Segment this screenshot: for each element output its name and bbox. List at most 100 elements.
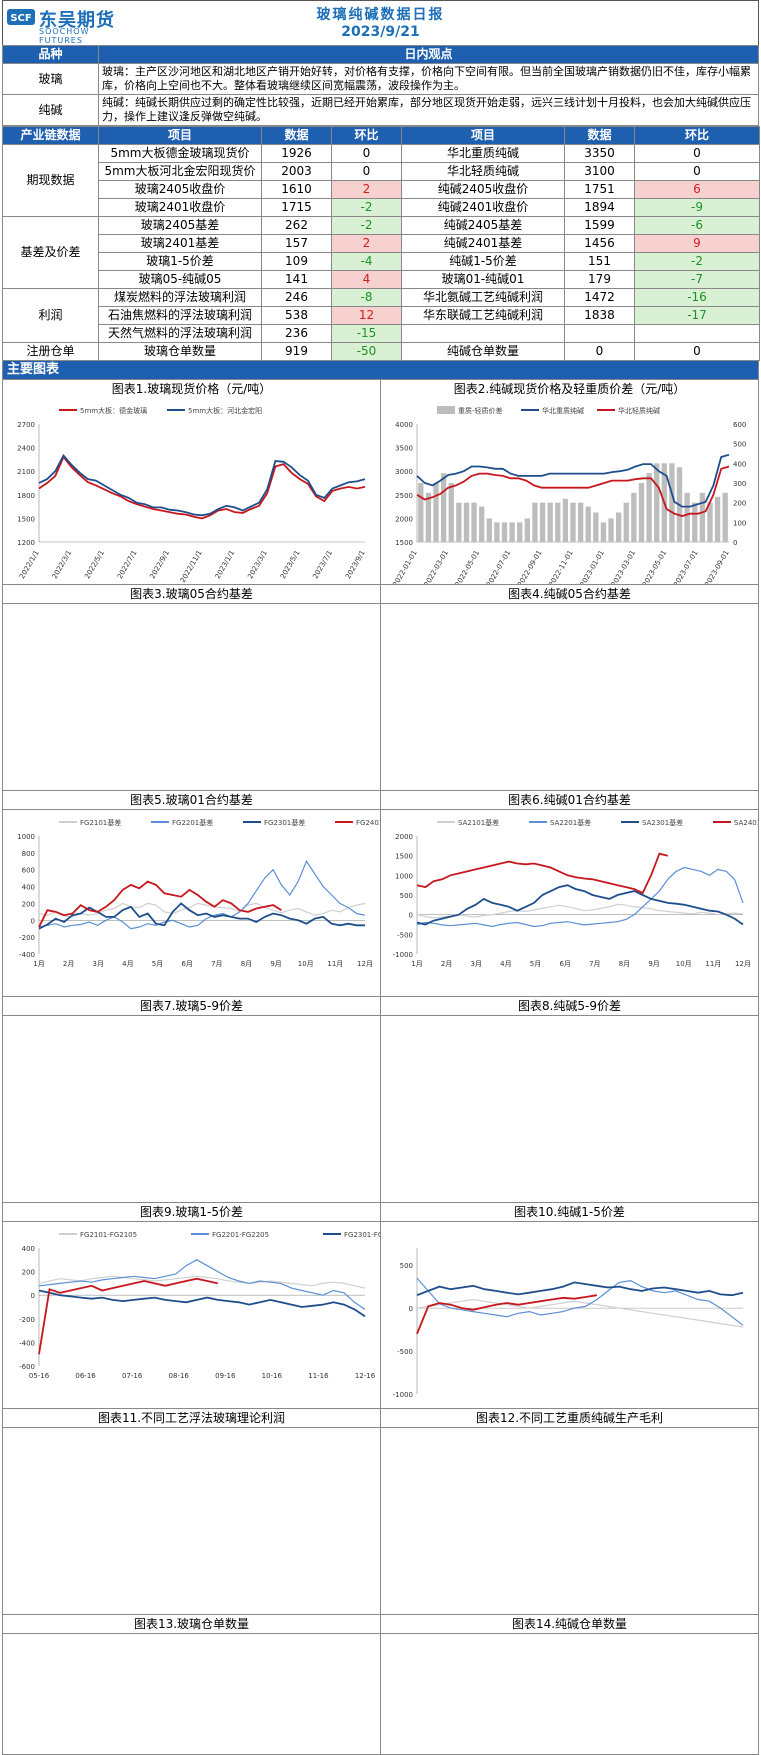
chart-panel-11: 图表11.不同工艺浮法玻璃理论利润 <box>2 1409 381 1615</box>
x-tick-label: 2022-05-01 <box>454 549 481 584</box>
y-tick-label: 1800 <box>17 492 35 500</box>
data-cell-change: 2 <box>331 180 402 199</box>
y-tick-label: -500 <box>397 1348 413 1356</box>
series-line <box>38 453 366 517</box>
spread-bar <box>646 473 652 542</box>
svg-text:SCF: SCF <box>10 13 31 24</box>
data-cell-change: -9 <box>634 198 760 217</box>
view-table: 品种 日内观点 玻璃 玻璃：主产区沙河地区和湖北地区产销开始好转，对价格有支撑，… <box>2 45 759 126</box>
series-line <box>416 1298 744 1328</box>
chart-empty-3 <box>3 604 380 790</box>
x-tick-label: 11月 <box>705 960 721 968</box>
chart-caption-1: 图表1.玻璃现货价格（元/吨） <box>111 382 272 396</box>
data-cell-change: 0 <box>331 144 402 163</box>
chart-panel-5: 图表5.玻璃01合约基差 FG2101基差 FG2201基差 FG2301基差 FG2… <box>2 791 381 997</box>
chart-grid: 图表1.玻璃现货价格（元/吨） 5mm大板：德金玻璃 5mm大板：河北金宏阳 120… <box>2 380 759 1755</box>
x-tick-label: 2022-09-01 <box>516 549 543 584</box>
y-tick-label: 500 <box>400 1262 413 1270</box>
data-group-label: 基差及价差 <box>2 216 99 289</box>
spread-bar <box>471 502 477 542</box>
x-tick-label: 2023/1/1 <box>214 549 237 580</box>
view-text-soda: 纯碱：纯碱长期供应过剩的确定性比较强，近期已经开始累库，部分地区现货开始走弱，远… <box>98 94 759 126</box>
y-tick-label: 0 <box>31 1292 35 1300</box>
data-header-1: 项目 <box>98 126 262 145</box>
view-variety-glass: 玻璃 <box>2 63 99 95</box>
series-line <box>416 884 744 926</box>
spread-bar <box>562 498 569 542</box>
legend-label: FG2201基差 <box>172 818 213 827</box>
legend-label: 5mm大板：河北金宏阳 <box>188 406 262 415</box>
x-tick-label: 2月 <box>63 960 74 968</box>
x-tick-label: 2023-09-01 <box>703 549 730 584</box>
data-header-6: 环比 <box>634 126 760 145</box>
x-tick-label: 6月 <box>559 960 570 968</box>
data-row: 5mm大板河北金宏阳现货价 2003 0 华北轻质纯碱 3100 0 <box>3 162 760 181</box>
x-tick-label: 2022/11/1 <box>179 549 204 584</box>
soda-1-5-spread-chart: -1000 -500 0 500 <box>393 1248 744 1399</box>
chart-panel-10: 图表10.纯碱1-5价差 -1000 -500 0 500 <box>381 1203 759 1409</box>
data-row: 石油焦燃料的浮法玻璃利润 538 12 华东联碱工艺纯碱利润 1838 -17 <box>3 306 760 325</box>
y-tick-label: 500 <box>400 892 413 900</box>
data-cell-change: 0 <box>634 144 760 163</box>
data-cell-item: 华北重质纯碱 <box>401 144 565 163</box>
x-tick-label: 10月 <box>676 960 692 968</box>
charts-section-title: 主要图表 <box>2 361 759 380</box>
series-line <box>416 903 744 919</box>
spread-bar <box>486 518 492 542</box>
y-tick-label: 0 <box>409 1305 413 1313</box>
x-tick-label: 11-16 <box>308 1372 329 1380</box>
x-tick-label: 07-16 <box>122 1372 143 1380</box>
industry-data-table: 产业链数据 项目 数据 环比 项目 数据 环比 期现数据 5mm大板德金玻璃现货价 1926 0 华… <box>2 126 760 361</box>
logo-mark-icon: SCF <box>7 9 35 25</box>
x-tick-label: 06-16 <box>75 1372 96 1380</box>
series-line <box>416 1277 744 1326</box>
y-tick-label: 0 <box>31 917 35 925</box>
y-tick-label: 4000 <box>395 421 413 429</box>
chart-panel-2: 图表2.纯碱现货价格及轻重质价差（元/吨） 重质-轻质价差 华北重质纯碱 华北轻质纯… <box>381 380 759 585</box>
data-row: 玻璃05-纯碱05 141 4 玻璃01-纯碱01 179 -7 <box>3 270 760 289</box>
report-header: SCF 东吴期货 SOOCHOW FUTURES 玻璃纯碱数据日报 2023/9… <box>2 0 759 45</box>
legend-label: FG2101-FG2105 <box>80 1231 137 1239</box>
x-tick-label: 10月 <box>298 960 314 968</box>
spread-bar <box>494 522 500 542</box>
x-tick-label: 3月 <box>471 960 482 968</box>
data-cell-value: 3350 <box>564 144 635 163</box>
y-tick-label: 400 <box>22 884 35 892</box>
legend-label: FG2301基差 <box>264 818 305 827</box>
data-cell-item: 5mm大板德金玻璃现货价 <box>98 144 262 163</box>
y-tick-label: -400 <box>19 1339 35 1347</box>
data-cell-value: 262 <box>261 216 332 235</box>
data-cell-value: 919 <box>261 342 332 361</box>
data-header-5: 数据 <box>564 126 635 145</box>
data-cell-item: 玻璃2405收盘价 <box>98 180 262 199</box>
series-line <box>38 902 365 930</box>
data-cell-value: 3100 <box>564 162 635 181</box>
chart-panel-9: 图表9.玻璃1-5价差 FG2101-FG2105 FG2201-FG2205 FG… <box>2 1203 381 1409</box>
chart-caption-2: 图表2.纯碱现货价格及轻重质价差（元/吨） <box>453 382 686 396</box>
y-tick-label: 2000 <box>395 833 413 841</box>
data-cell-item: 玻璃2401收盘价 <box>98 198 262 217</box>
x-tick-label: 11月 <box>327 960 343 968</box>
spread-bar <box>501 522 508 542</box>
x-tick-label: 2022/7/1 <box>116 549 139 580</box>
series-line <box>38 1277 219 1355</box>
spread-bar <box>524 518 531 542</box>
data-row: 利润 煤炭燃料的浮法玻璃利润 246 -8 华北氨碱工艺纯碱利润 1472 -16 <box>2 288 760 343</box>
y-tick-label: -1000 <box>393 1391 413 1399</box>
x-tick-label: 2023/3/1 <box>246 549 269 580</box>
data-cell-item: 玻璃01-纯碱01 <box>401 270 565 289</box>
data-cell-change <box>634 324 760 343</box>
data-cell-value: 1456 <box>564 234 635 253</box>
series-line <box>38 902 366 918</box>
spread-bar <box>539 502 546 542</box>
chart-empty-11 <box>3 1428 380 1614</box>
x-tick-label: 3月 <box>93 960 104 968</box>
view-header-row: 品种 日内观点 <box>2 45 759 64</box>
data-cell-change: -8 <box>331 288 402 307</box>
chart-caption-7: 图表7.玻璃5-9价差 <box>3 997 380 1016</box>
data-cell-value: 151 <box>564 252 635 271</box>
data-cell-change: -16 <box>634 288 760 307</box>
y2-tick-label: 300 <box>733 480 746 488</box>
data-cell-item: 玻璃05-纯碱05 <box>98 270 262 289</box>
